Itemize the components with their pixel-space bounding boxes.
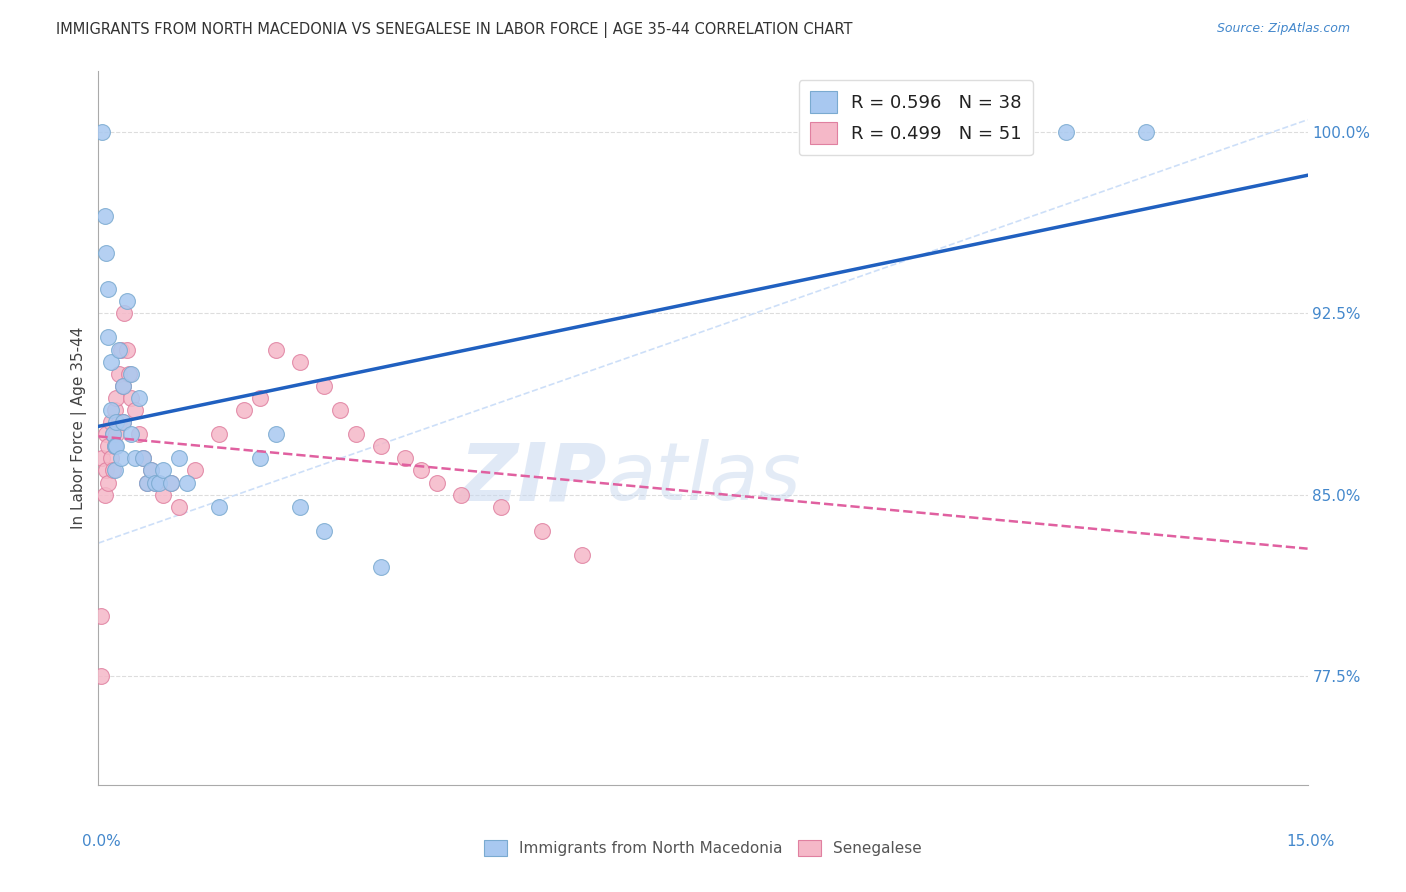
Point — [124, 451, 146, 466]
Point — [103, 439, 125, 453]
Point — [208, 500, 231, 514]
Point — [96, 463, 118, 477]
Point — [100, 354, 122, 368]
Point — [409, 463, 432, 477]
Text: atlas: atlas — [606, 439, 801, 517]
Point — [115, 343, 138, 357]
Point — [160, 475, 183, 490]
Point — [96, 245, 118, 260]
Point — [111, 379, 134, 393]
Point — [288, 354, 311, 368]
Point — [107, 343, 129, 357]
Legend: R = 0.596   N = 38, R = 0.499   N = 51: R = 0.596 N = 38, R = 0.499 N = 51 — [799, 80, 1032, 155]
Text: 15.0%: 15.0% — [1286, 834, 1334, 849]
Point — [105, 427, 128, 442]
Point — [97, 330, 120, 344]
Point — [105, 439, 128, 453]
Point — [143, 475, 166, 490]
Point — [120, 391, 142, 405]
Point — [120, 367, 142, 381]
Point — [103, 403, 125, 417]
Point — [135, 475, 157, 490]
Point — [152, 488, 174, 502]
Point — [94, 488, 117, 502]
Point — [167, 500, 190, 514]
Point — [139, 463, 162, 477]
Point — [249, 451, 271, 466]
Point — [100, 415, 122, 429]
Point — [139, 463, 162, 477]
Point — [101, 463, 124, 477]
Point — [344, 427, 367, 442]
Point — [370, 439, 392, 453]
Text: ZIP: ZIP — [458, 439, 606, 517]
Point — [110, 343, 132, 357]
Point — [184, 463, 207, 477]
Point — [314, 379, 336, 393]
Point — [115, 294, 138, 309]
Text: 0.0%: 0.0% — [82, 834, 121, 849]
Point — [107, 415, 129, 429]
Point — [91, 125, 114, 139]
Point — [96, 427, 118, 442]
Point — [132, 451, 155, 466]
Point — [143, 475, 166, 490]
Point — [112, 306, 135, 320]
Point — [450, 488, 472, 502]
Point — [110, 451, 132, 466]
Point — [120, 427, 142, 442]
Point — [90, 669, 112, 683]
Text: Source: ZipAtlas.com: Source: ZipAtlas.com — [1216, 22, 1350, 36]
Point — [94, 210, 117, 224]
Point — [111, 415, 134, 429]
Point — [1135, 125, 1157, 139]
Point — [107, 367, 129, 381]
Point — [124, 403, 146, 417]
Point — [530, 524, 553, 538]
Text: IMMIGRANTS FROM NORTH MACEDONIA VS SENEGALESE IN LABOR FORCE | AGE 35-44 CORRELA: IMMIGRANTS FROM NORTH MACEDONIA VS SENEG… — [56, 22, 853, 38]
Point — [91, 451, 114, 466]
Point — [394, 451, 416, 466]
Point — [208, 427, 231, 442]
Point — [329, 403, 352, 417]
Point — [1054, 125, 1077, 139]
Point — [103, 463, 125, 477]
Point — [97, 282, 120, 296]
Point — [97, 439, 120, 453]
Point — [426, 475, 449, 490]
Point — [97, 475, 120, 490]
Point — [132, 451, 155, 466]
Point — [111, 379, 134, 393]
Point — [264, 427, 287, 442]
Point — [288, 500, 311, 514]
Point — [128, 427, 150, 442]
Point — [135, 475, 157, 490]
Point — [571, 548, 593, 562]
Point — [111, 415, 134, 429]
Point — [105, 391, 128, 405]
Y-axis label: In Labor Force | Age 35-44: In Labor Force | Age 35-44 — [72, 327, 87, 529]
Point — [264, 343, 287, 357]
Point — [100, 403, 122, 417]
Point — [103, 439, 125, 453]
Point — [128, 391, 150, 405]
Point — [100, 451, 122, 466]
Point — [101, 427, 124, 442]
Point — [232, 403, 254, 417]
Point — [152, 463, 174, 477]
Point — [167, 451, 190, 466]
Point — [105, 415, 128, 429]
Point — [90, 608, 112, 623]
Point — [491, 500, 513, 514]
Legend: Immigrants from North Macedonia, Senegalese: Immigrants from North Macedonia, Senegal… — [478, 834, 928, 862]
Point — [249, 391, 271, 405]
Point — [160, 475, 183, 490]
Point — [370, 560, 392, 574]
Point — [314, 524, 336, 538]
Point — [101, 427, 124, 442]
Point — [148, 475, 170, 490]
Point — [176, 475, 198, 490]
Point — [118, 367, 141, 381]
